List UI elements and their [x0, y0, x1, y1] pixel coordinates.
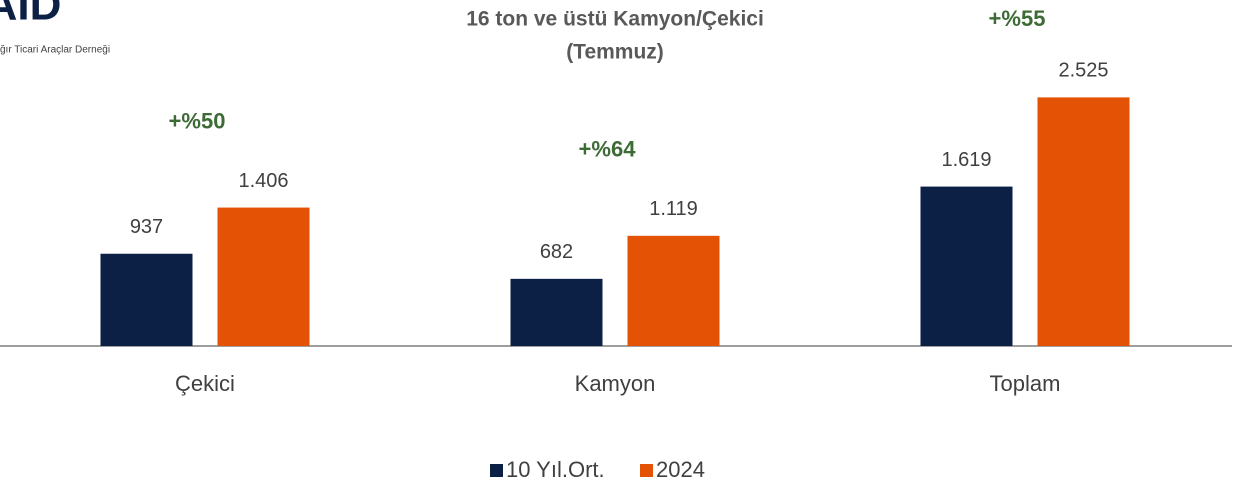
legend-label: 10 Yıl.Ort. — [506, 457, 605, 482]
bar — [920, 186, 1013, 346]
annotation: +%55 — [989, 6, 1046, 31]
x-tick-label: Kamyon — [575, 371, 656, 396]
logo-mark: TAID — [0, 0, 61, 30]
x-tick-label: Toplam — [990, 371, 1061, 396]
value-label: 682 — [540, 241, 573, 263]
x-tick-label: Çekici — [175, 371, 235, 396]
annotation: +%50 — [169, 108, 226, 133]
legend-swatch — [640, 464, 653, 477]
value-label: 1.619 — [941, 149, 991, 171]
legend-swatch — [490, 464, 503, 477]
bar — [627, 235, 720, 346]
bar — [510, 278, 603, 346]
bar — [217, 207, 310, 346]
logo-subtitle: ğır Ticari Araçlar Derneği — [0, 45, 110, 56]
value-label: 1.119 — [649, 198, 698, 220]
value-label: 1.406 — [238, 170, 288, 192]
chart-title: 16 ton ve üstü Kamyon/Çekici — [466, 8, 764, 31]
bar — [100, 253, 193, 346]
bar — [1037, 97, 1130, 346]
value-label: 2.525 — [1058, 60, 1108, 82]
chart-title: (Temmuz) — [566, 41, 664, 64]
annotation: +%64 — [579, 137, 637, 162]
value-label: 937 — [130, 216, 163, 238]
legend-label: 2024 — [656, 457, 705, 482]
